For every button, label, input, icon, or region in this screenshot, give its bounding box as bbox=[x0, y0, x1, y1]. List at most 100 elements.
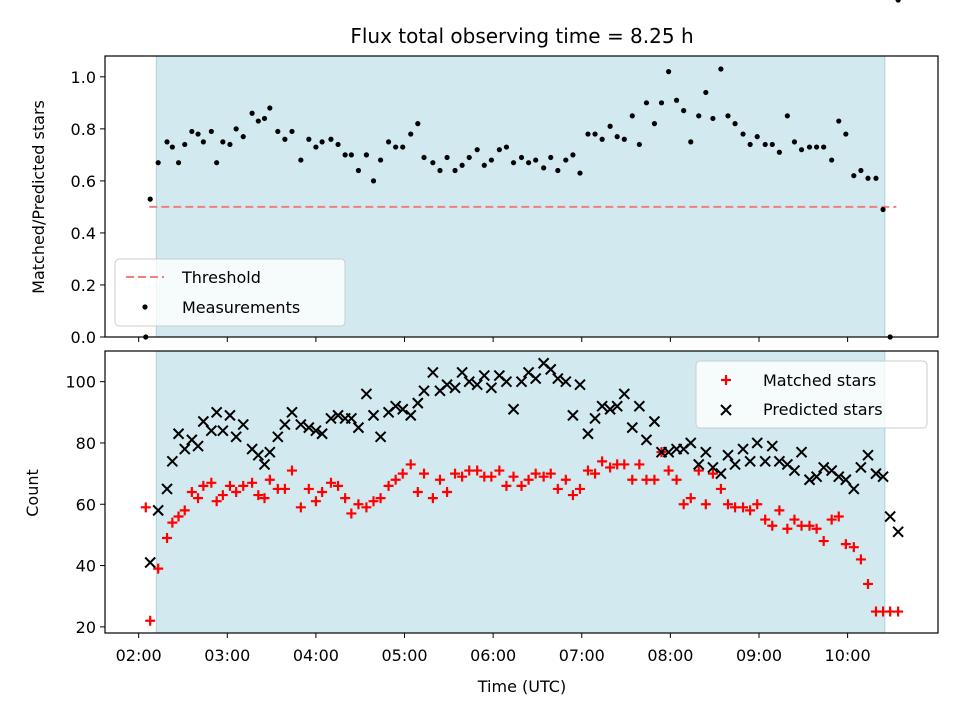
measurement-point bbox=[525, 160, 532, 166]
measurement-point bbox=[481, 162, 487, 168]
measurement-point bbox=[607, 123, 613, 129]
predicted-star-point bbox=[264, 446, 276, 458]
measurement-point bbox=[732, 121, 738, 127]
measurement-point bbox=[873, 175, 879, 181]
matched-star-point bbox=[855, 554, 866, 565]
predicted-star-point bbox=[685, 437, 697, 449]
plot-frame bbox=[104, 350, 939, 634]
predicted-star-point bbox=[179, 443, 191, 455]
measurement-point bbox=[240, 134, 246, 140]
measurement-point bbox=[400, 144, 406, 150]
x-tick-label: 10:00 bbox=[825, 646, 871, 665]
predicted-star-point bbox=[722, 449, 734, 461]
measurement-point bbox=[806, 144, 813, 150]
matched-star-point bbox=[582, 465, 593, 476]
measurement-point bbox=[474, 147, 480, 153]
predicted-star-point bbox=[618, 388, 631, 400]
measurement-point bbox=[363, 152, 370, 158]
predicted-star-point bbox=[152, 504, 164, 517]
matched-star-point bbox=[760, 514, 771, 525]
measurement-point bbox=[328, 136, 334, 142]
measurement-point bbox=[275, 128, 281, 135]
matched-star-point bbox=[663, 465, 674, 476]
measurement-point bbox=[836, 118, 842, 124]
matched-star-point bbox=[597, 456, 608, 467]
matched-star-point bbox=[715, 483, 726, 494]
predicted-star-point bbox=[810, 470, 823, 483]
measurement-point bbox=[851, 173, 857, 179]
measurement-point bbox=[614, 134, 620, 140]
matched-star-point bbox=[259, 493, 270, 504]
measurement-point bbox=[355, 167, 362, 174]
matched-star-point bbox=[693, 465, 704, 476]
measurement-point bbox=[747, 141, 753, 148]
predicted-star-point bbox=[332, 409, 344, 422]
matched-star-point bbox=[317, 487, 328, 497]
measurement-point bbox=[408, 131, 414, 137]
measurement-point bbox=[895, 0, 901, 3]
predicted-star-point bbox=[817, 461, 830, 474]
measurement-point bbox=[385, 139, 392, 145]
measurement-point bbox=[769, 141, 775, 148]
measurement-point bbox=[459, 162, 465, 168]
matched-star-point bbox=[162, 532, 173, 543]
measurement-point bbox=[555, 167, 561, 174]
top-y-axis-label: Matched/Predicted stars bbox=[29, 100, 48, 294]
legend-predicted-swatch bbox=[720, 404, 732, 416]
predicted-star-point bbox=[515, 375, 528, 388]
measurement-point bbox=[651, 121, 658, 127]
matched-star-point bbox=[811, 523, 822, 534]
predicted-star-point bbox=[766, 440, 778, 452]
measurement-point bbox=[592, 131, 598, 137]
measurement-point bbox=[348, 152, 354, 158]
matched-star-point bbox=[848, 542, 859, 553]
matched-star-point bbox=[224, 480, 235, 491]
measurement-point bbox=[261, 115, 268, 122]
y-tick-label: 0.2 bbox=[71, 276, 96, 295]
predicted-star-point bbox=[611, 400, 623, 412]
matched-star-point bbox=[516, 480, 527, 491]
measurement-point bbox=[306, 136, 312, 142]
matched-star-point bbox=[700, 499, 711, 510]
measurement-point bbox=[488, 157, 494, 163]
matched-star-point bbox=[310, 496, 321, 507]
matched-star-point bbox=[574, 483, 585, 494]
measurement-point bbox=[784, 113, 790, 119]
measurement-point bbox=[585, 131, 591, 137]
measurement-point bbox=[289, 128, 295, 135]
measurement-point bbox=[762, 141, 768, 148]
measurement-point bbox=[740, 131, 746, 137]
measurement-point bbox=[533, 157, 539, 163]
matched-star-point bbox=[782, 523, 793, 534]
measurement-point bbox=[496, 147, 502, 153]
predicted-star-point bbox=[345, 412, 358, 425]
measurement-point bbox=[754, 134, 760, 140]
predicted-star-point bbox=[759, 455, 771, 468]
predicted-star-point bbox=[286, 406, 298, 419]
predicted-star-point bbox=[272, 431, 284, 443]
matched-star-point bbox=[368, 496, 379, 507]
measurement-point bbox=[342, 152, 348, 158]
matched-star-point bbox=[722, 499, 733, 510]
matched-star-point bbox=[538, 471, 549, 482]
matched-star-point bbox=[494, 465, 505, 476]
matched-star-point bbox=[397, 468, 408, 479]
matched-star-point bbox=[238, 480, 249, 491]
y-tick-label: 100 bbox=[65, 373, 96, 392]
predicted-star-point bbox=[252, 449, 265, 461]
matched-star-point bbox=[789, 514, 800, 525]
predicted-star-point bbox=[325, 412, 337, 425]
predicted-star-point bbox=[463, 375, 475, 388]
predicted-star-point bbox=[877, 470, 889, 483]
matched-star-point bbox=[767, 520, 778, 531]
measurement-point bbox=[164, 139, 170, 145]
x-tick-label: 07:00 bbox=[559, 646, 605, 665]
predicted-star-point bbox=[848, 483, 860, 495]
predicted-star-point bbox=[795, 446, 808, 458]
matched-star-point bbox=[826, 514, 837, 525]
predicted-star-point bbox=[192, 440, 204, 452]
matched-star-point bbox=[375, 493, 386, 504]
measurement-point bbox=[313, 144, 319, 150]
predicted-star-point bbox=[230, 431, 242, 443]
y-tick-label: 20 bbox=[76, 618, 96, 637]
